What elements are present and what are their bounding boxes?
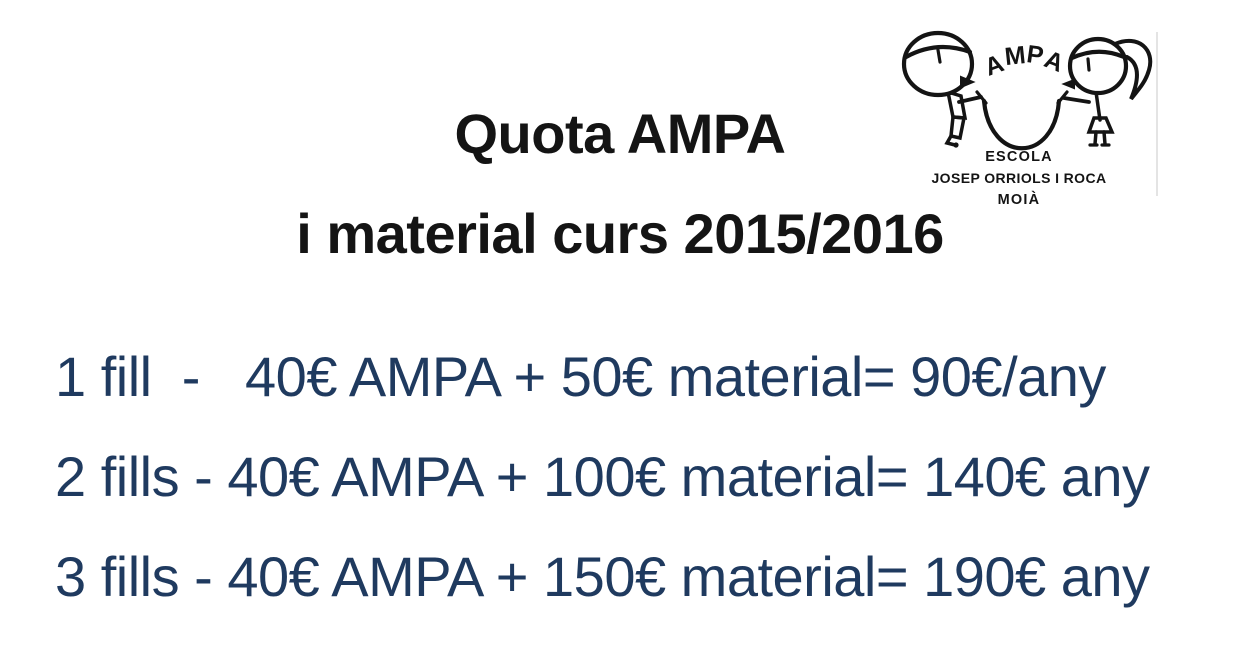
page-title: Quota AMPA	[454, 102, 786, 165]
logo-school-line1: ESCOLA	[985, 149, 1053, 165]
ampa-school-logo: A M P A ESCOLA JOSEP ORRIOLS I ROCA MOIÀ	[893, 14, 1158, 210]
logo-ampa-letter: M	[1003, 41, 1027, 71]
pricing-line-1-fill: 1 fill - 40€ AMPA + 50€ material= 90€/an…	[55, 345, 1106, 408]
logo-school-line3: MOIÀ	[998, 191, 1041, 208]
logo-ampa-letter: P	[1025, 40, 1045, 70]
boy-figure-icon	[901, 30, 988, 148]
logo-school-name: ESCOLA JOSEP ORRIOLS I ROCA MOIÀ	[932, 149, 1107, 208]
page-subtitle: i material curs 2015/2016	[296, 202, 944, 265]
pricing-line-3-fills: 3 fills - 40€ AMPA + 150€ material= 190€…	[55, 545, 1150, 608]
pricing-line-2-fills: 2 fills - 40€ AMPA + 100€ material= 140€…	[55, 445, 1150, 508]
girl-figure-icon	[1056, 36, 1153, 147]
logo-drawing-icon: A M P A ESCOLA JOSEP ORRIOLS I ROCA MOIÀ	[901, 30, 1158, 208]
logo-ampa-text: A M P A	[981, 40, 1068, 82]
rope-icon	[981, 98, 1062, 151]
logo-school-line2: JOSEP ORRIOLS I ROCA	[932, 170, 1107, 186]
logo-ampa-letter: A	[1040, 45, 1067, 78]
